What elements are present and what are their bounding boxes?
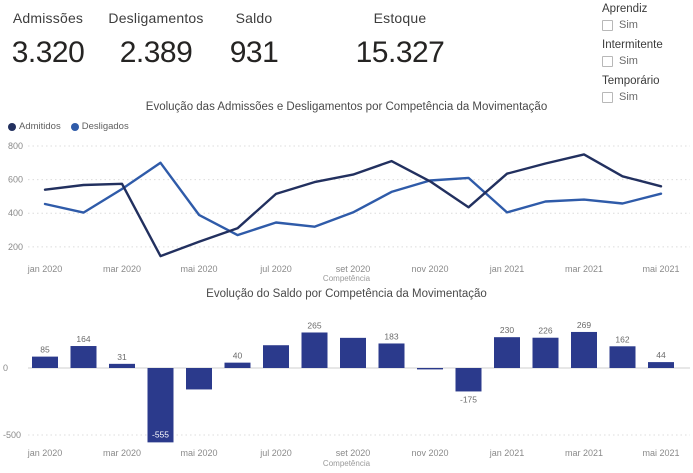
svg-text:269: 269 xyxy=(577,320,591,330)
kpi-label: Estoque xyxy=(373,10,427,26)
checkbox-icon[interactable] xyxy=(602,19,613,31)
slicer-intermitente: Intermitente Sim xyxy=(602,39,692,67)
kpi-label: Saldo xyxy=(235,10,273,26)
kpi-card-saldo: Saldo 931 xyxy=(212,10,296,70)
svg-text:-175: -175 xyxy=(460,394,477,404)
checkbox-icon[interactable] xyxy=(602,91,613,103)
svg-text:nov 2020: nov 2020 xyxy=(411,448,448,458)
line-chart-plot[interactable]: 200 400 600 800 jan 2020 mar 2020 mai 2020 jul … xyxy=(0,136,693,276)
svg-text:85: 85 xyxy=(40,345,50,355)
slicer-option-row[interactable]: Sim xyxy=(602,91,692,103)
legend-item-admitidos[interactable]: Admitidos xyxy=(8,121,61,132)
svg-text:jan 2021: jan 2021 xyxy=(489,264,525,274)
svg-text:164: 164 xyxy=(76,334,90,344)
legend-dot-icon xyxy=(8,122,16,131)
svg-text:400: 400 xyxy=(8,208,23,218)
bar-chart-plot[interactable]: 0 -500 85 164 31 -555 40 265 183 -175 230 226 269 162… xyxy=(0,305,693,463)
svg-text:mar 2020: mar 2020 xyxy=(103,448,141,458)
slicer-aprendiz: Aprendiz Sim xyxy=(602,3,692,31)
svg-text:-500: -500 xyxy=(3,430,21,440)
kpi-value: 2.389 xyxy=(119,36,193,69)
slicer-title: Intermitente xyxy=(602,39,663,51)
legend-dot-icon xyxy=(70,122,79,131)
slicer-option-row[interactable]: Sim xyxy=(602,19,692,31)
svg-text:mar 2021: mar 2021 xyxy=(565,448,603,458)
svg-text:jul 2020: jul 2020 xyxy=(259,264,292,274)
svg-text:-555: -555 xyxy=(152,429,169,439)
svg-text:set 2020: set 2020 xyxy=(336,448,371,458)
svg-text:jan 2021: jan 2021 xyxy=(489,448,525,458)
svg-text:set 2020: set 2020 xyxy=(336,264,371,274)
svg-text:183: 183 xyxy=(384,331,398,341)
svg-text:jan 2020: jan 2020 xyxy=(27,448,63,458)
slicer-title: Aprendiz xyxy=(602,3,648,15)
legend-label: Desligados xyxy=(81,121,129,132)
svg-text:600: 600 xyxy=(8,175,23,185)
legend-label: Admitidos xyxy=(19,121,61,132)
slicer-option-row[interactable]: Sim xyxy=(602,55,692,67)
svg-text:0: 0 xyxy=(3,363,8,373)
svg-text:jul 2020: jul 2020 xyxy=(259,448,292,458)
kpi-card-admissoes: Admissões 3.320 xyxy=(0,10,96,70)
bar-chart-title: Evolução do Saldo por Competência da Mov… xyxy=(206,288,487,300)
svg-text:226: 226 xyxy=(538,326,552,336)
kpi-value: 3.320 xyxy=(11,36,85,69)
slicer-title: Temporário xyxy=(602,75,660,87)
kpi-card-desligamentos: Desligamentos 2.389 xyxy=(100,10,212,70)
kpi-value: 931 xyxy=(229,36,279,69)
svg-text:mai 2021: mai 2021 xyxy=(642,264,679,274)
svg-text:mar 2021: mar 2021 xyxy=(565,264,603,274)
svg-text:mai 2020: mai 2020 xyxy=(180,448,217,458)
slicer-panel: Aprendiz Sim Intermitente Sim Temporário… xyxy=(602,3,692,111)
slicer-temporario: Temporário Sim xyxy=(602,75,692,103)
svg-text:31: 31 xyxy=(117,352,127,362)
slicer-option-label: Sim xyxy=(619,91,638,103)
line-chart-legend: Admitidos Desligados xyxy=(8,121,139,132)
svg-text:nov 2020: nov 2020 xyxy=(411,264,448,274)
svg-text:800: 800 xyxy=(8,141,23,151)
svg-text:mar 2020: mar 2020 xyxy=(103,264,141,274)
kpi-value: 15.327 xyxy=(355,36,445,69)
svg-text:mai 2020: mai 2020 xyxy=(180,264,217,274)
svg-text:jan 2020: jan 2020 xyxy=(27,264,63,274)
checkbox-icon[interactable] xyxy=(602,55,613,67)
svg-text:200: 200 xyxy=(8,242,23,252)
kpi-label: Admissões xyxy=(12,10,84,26)
svg-text:230: 230 xyxy=(500,325,514,335)
line-chart-title: Evolução das Admissões e Desligamentos p… xyxy=(145,101,548,113)
legend-item-desligados[interactable]: Desligados xyxy=(70,121,129,132)
slicer-option-label: Sim xyxy=(619,55,638,67)
kpi-label: Desligamentos xyxy=(108,10,204,26)
slicer-option-label: Sim xyxy=(619,19,638,31)
kpi-card-estoque: Estoque 15.327 xyxy=(330,10,470,70)
bar-chart-x-axis-title: Competência xyxy=(322,459,371,468)
svg-text:265: 265 xyxy=(307,320,321,330)
svg-text:40: 40 xyxy=(233,351,243,361)
svg-text:mai 2021: mai 2021 xyxy=(642,448,679,458)
line-chart-x-axis-title: Competência xyxy=(322,274,371,283)
svg-text:162: 162 xyxy=(615,334,629,344)
svg-text:44: 44 xyxy=(656,350,666,360)
